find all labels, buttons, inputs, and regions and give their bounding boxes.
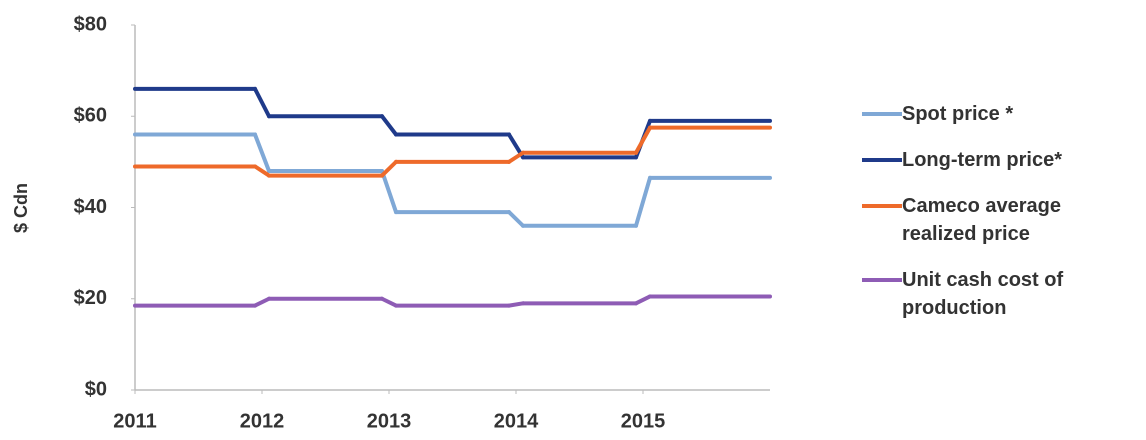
step-connector xyxy=(507,150,525,164)
y-tick-label: $20 xyxy=(74,287,107,309)
step-connector xyxy=(507,210,525,228)
step-connector xyxy=(380,159,398,178)
legend-label: Unit cash cost of production xyxy=(902,269,1064,319)
legend: Spot price * Long-term price* Cameco avera… xyxy=(862,100,1142,340)
legend-item: Cameco average realized price xyxy=(862,192,1142,248)
x-tick-label: 2015 xyxy=(621,410,666,432)
step-connector xyxy=(634,175,652,228)
step-connector xyxy=(380,169,398,215)
legend-swatch xyxy=(862,112,902,116)
step-connector xyxy=(253,164,271,178)
step-connector xyxy=(634,294,652,306)
legend-label: Spot price * xyxy=(902,103,1014,125)
legend-label: Cameco average realized price xyxy=(902,195,1061,245)
x-tick-label: 2011 xyxy=(113,410,156,432)
step-connector xyxy=(507,301,525,308)
legend-item: Long-term price* xyxy=(862,146,1142,174)
step-connector xyxy=(380,296,398,308)
step-connector xyxy=(253,86,271,119)
step-connector xyxy=(253,296,271,308)
x-tick-label: 2014 xyxy=(494,410,539,432)
step-connector xyxy=(634,125,652,155)
x-tick-label: 2013 xyxy=(367,410,412,432)
legend-swatch xyxy=(862,278,902,282)
x-tick-label: 2012 xyxy=(240,410,285,432)
y-axis-label: $ Cdn xyxy=(11,183,31,233)
y-tick-label: $40 xyxy=(74,196,107,218)
step-connector xyxy=(380,114,398,137)
y-tick-label: $80 xyxy=(74,13,107,35)
step-connector xyxy=(253,132,271,173)
legend-swatch xyxy=(862,204,902,208)
legend-item: Spot price * xyxy=(862,100,1142,128)
legend-item: Unit cash cost of production xyxy=(862,266,1142,322)
legend-label: Long-term price* xyxy=(902,149,1063,171)
legend-swatch xyxy=(862,158,902,162)
y-tick-label: $60 xyxy=(74,105,107,127)
y-tick-label: $0 xyxy=(85,378,107,400)
